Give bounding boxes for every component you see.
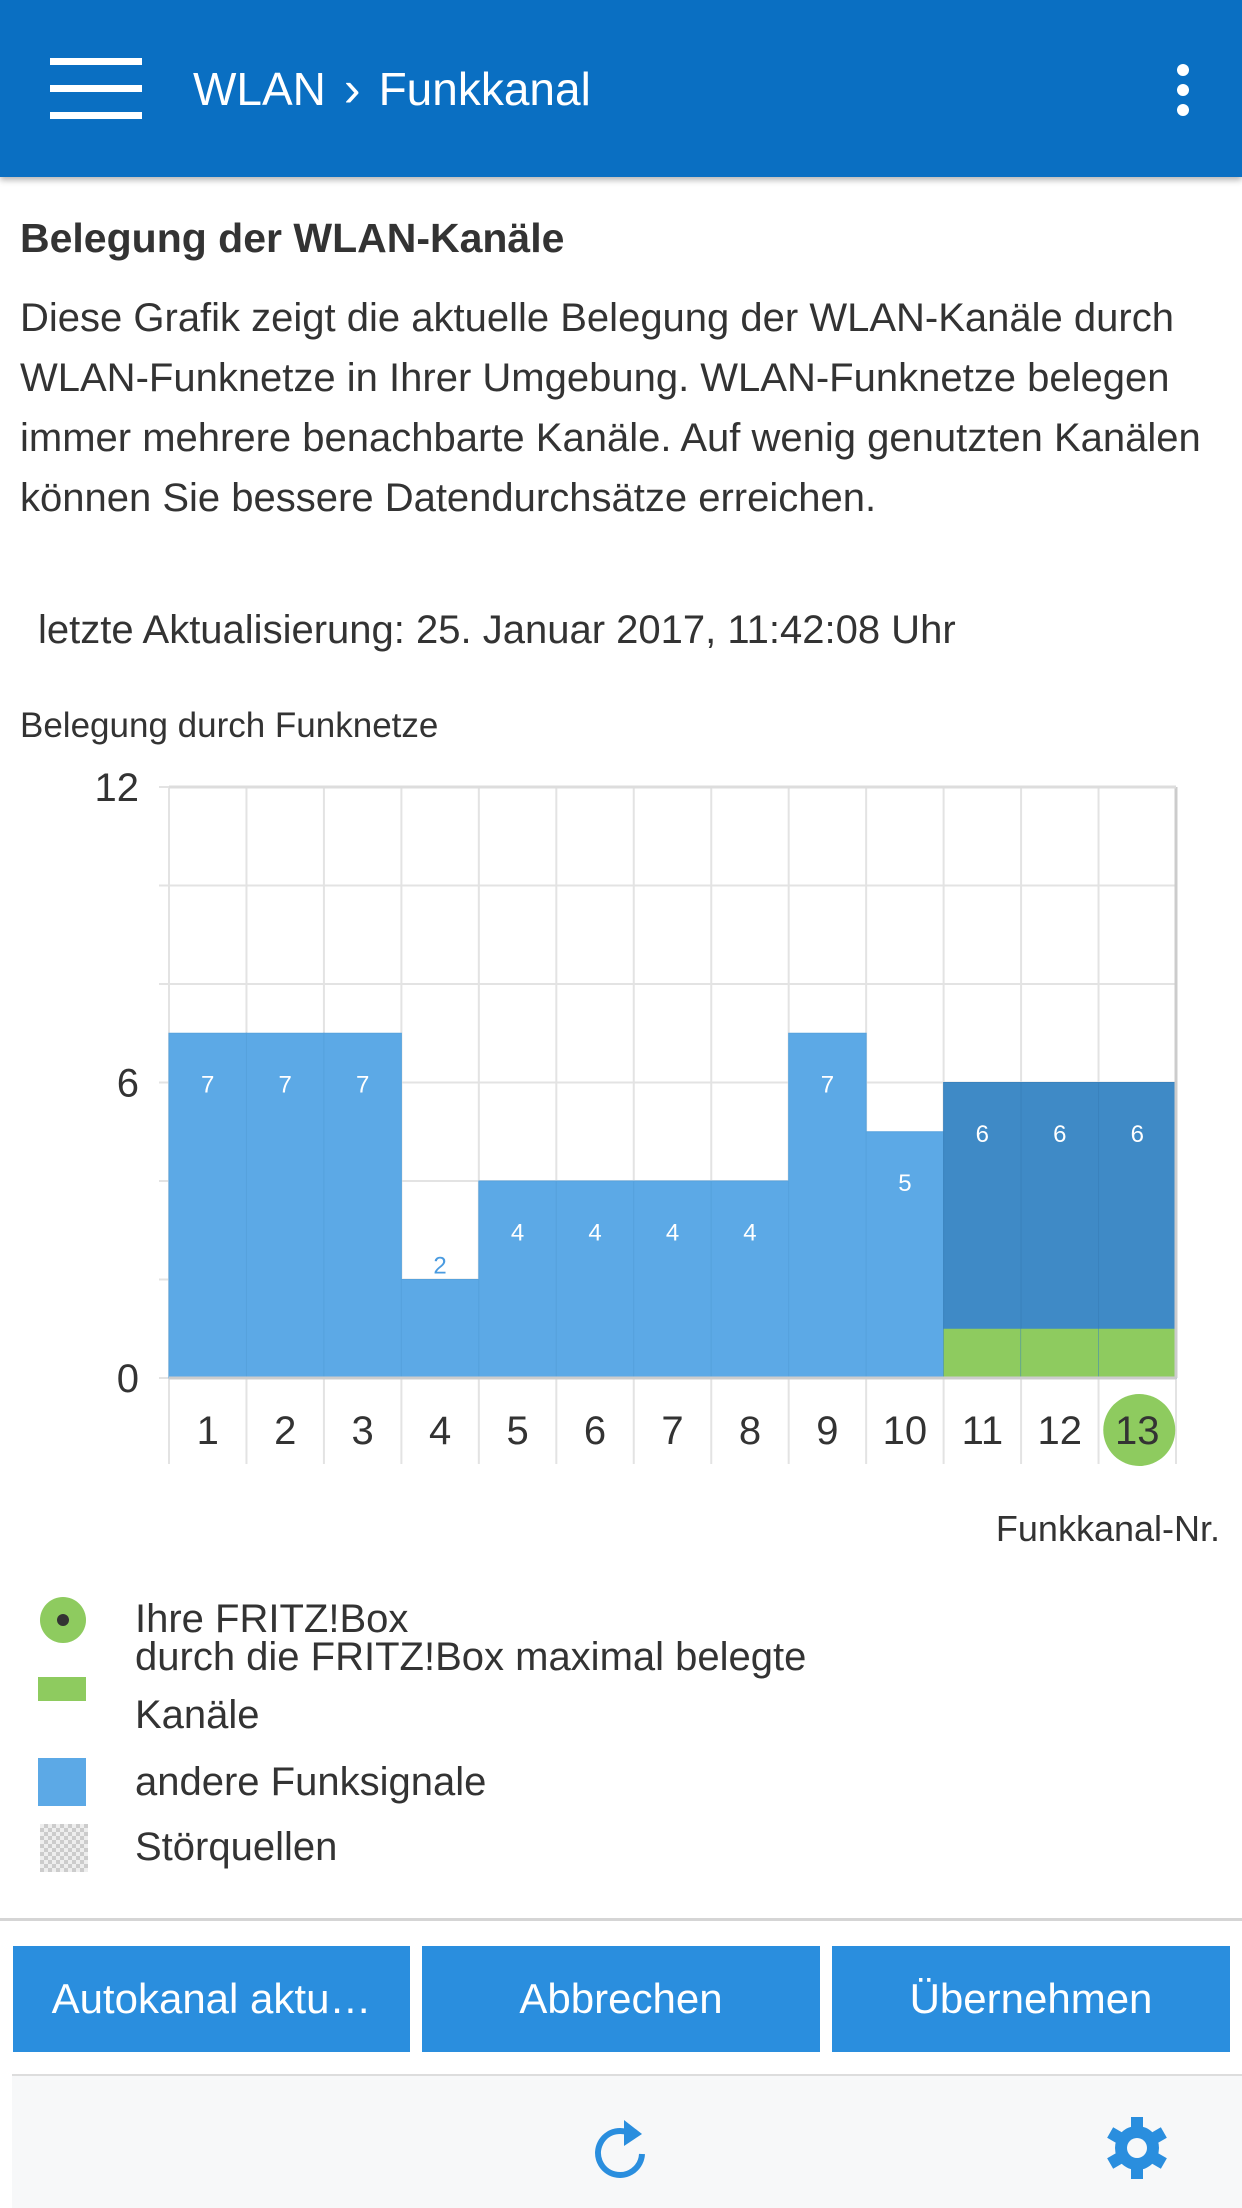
autochannel-button[interactable]: Autokanal aktu…	[13, 1946, 410, 2052]
more-vert-icon[interactable]	[1168, 60, 1198, 120]
bar-other	[400, 1279, 480, 1379]
x-tick-label: 8	[739, 1409, 761, 1453]
x-tick-label: 6	[584, 1409, 606, 1453]
fritzbox-dot-icon	[38, 1595, 88, 1650]
x-tick-label: 3	[352, 1409, 374, 1453]
bar-value-label: 5	[898, 1170, 911, 1197]
bar-other	[710, 1180, 790, 1379]
x-axis-label: Funkkanal-Nr.	[995, 1508, 1220, 1549]
breadcrumb-wlan[interactable]: WLAN	[193, 63, 326, 115]
bar-other	[555, 1180, 635, 1379]
cancel-button[interactable]: Abbrechen	[422, 1946, 820, 2052]
x-tick-label: 11	[962, 1409, 1004, 1453]
x-tick-label: 10	[883, 1409, 928, 1453]
bar-value-label: 4	[588, 1219, 601, 1246]
refresh-icon[interactable]	[590, 2114, 654, 2184]
y-tick-label: 0	[117, 1357, 139, 1401]
x-tick-label: 2	[274, 1409, 296, 1453]
bar-other	[478, 1180, 557, 1379]
hamburger-menu-icon[interactable]	[50, 58, 142, 120]
bar-fritzbox	[943, 1328, 1022, 1378]
x-tick-label: 9	[816, 1409, 838, 1453]
bar-other	[633, 1180, 712, 1379]
y-tick-label: 12	[95, 766, 140, 810]
bar-value-label: 7	[201, 1072, 214, 1099]
legend-fritzbox-channels: durch die FRITZ!Box maximal belegte Kanä…	[135, 1635, 807, 1737]
bar-value-label: 7	[821, 1072, 834, 1099]
bar-value-label: 4	[511, 1219, 524, 1246]
x-tick-label: 4	[429, 1409, 451, 1453]
bar-value-label: 4	[743, 1219, 756, 1246]
green-bar-icon	[38, 1677, 86, 1701]
bar-value-label: 4	[666, 1219, 679, 1246]
bar-value-label: 2	[433, 1253, 446, 1280]
x-tick-label: 13	[1115, 1409, 1160, 1453]
last-update: letzte Aktualisierung: 25. Januar 2017, …	[38, 608, 956, 652]
fritzbox-channel-marker	[1103, 1394, 1176, 1466]
blue-square-icon	[38, 1758, 86, 1806]
legend-other-signals: andere Funksignale	[135, 1760, 487, 1804]
x-tick-label: 7	[661, 1409, 683, 1453]
bar-other	[865, 1131, 945, 1379]
legend-fritzbox: Ihre FRITZ!Box	[135, 1597, 409, 1641]
bar-value-label: 6	[1131, 1121, 1144, 1148]
apply-button[interactable]: Übernehmen	[832, 1946, 1230, 2052]
bar-value-label: 7	[279, 1072, 292, 1099]
gear-icon[interactable]	[1105, 2116, 1169, 2180]
x-tick-label: 12	[1038, 1409, 1083, 1453]
section-title: Belegung der WLAN-Kanäle	[20, 215, 565, 261]
legend-interference: Störquellen	[135, 1825, 338, 1869]
bottom-toolbar	[12, 2074, 1242, 2208]
bar-value-label: 6	[976, 1121, 989, 1148]
y-axis-label: Belegung durch Funknetze	[20, 706, 439, 745]
checker-icon	[40, 1824, 88, 1872]
bar-value-label: 6	[1053, 1121, 1066, 1148]
bar-fritzbox	[1021, 1328, 1099, 1378]
divider	[0, 1918, 1242, 1921]
x-tick-label: 5	[506, 1409, 528, 1453]
y-tick-label: 6	[117, 1062, 139, 1106]
section-description: Diese Grafik zeigt die aktuelle Belegung…	[20, 296, 1201, 520]
chevron-right-icon: ›	[343, 61, 361, 117]
bar-fritzbox	[1098, 1328, 1176, 1378]
bar-other	[788, 1032, 867, 1379]
app-header: WLAN › Funkkanal	[0, 0, 1242, 177]
breadcrumb: WLAN › Funkkanal	[193, 60, 591, 118]
breadcrumb-funkkanal: Funkkanal	[378, 63, 591, 115]
bar-value-label: 7	[356, 1072, 369, 1099]
x-tick-label: 1	[197, 1409, 219, 1453]
bar-other	[323, 1032, 402, 1379]
